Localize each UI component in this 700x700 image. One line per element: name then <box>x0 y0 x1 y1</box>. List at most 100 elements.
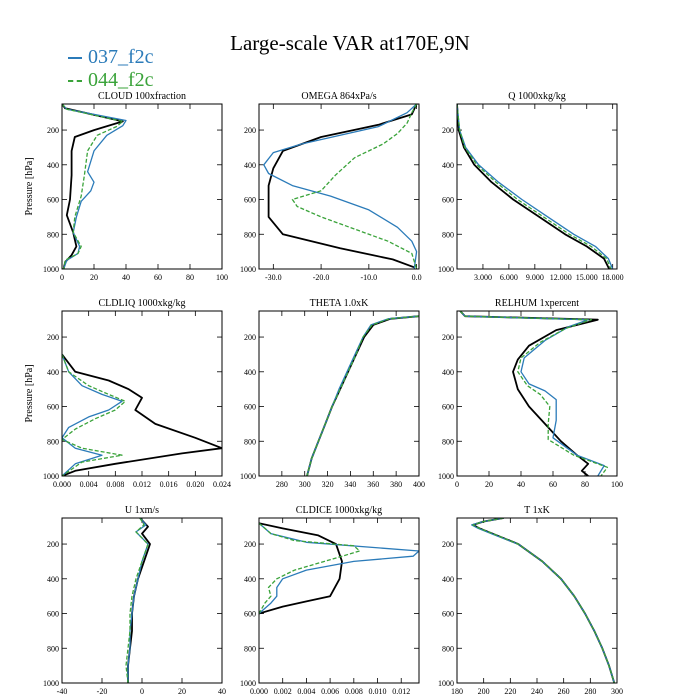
x-tick-label: 80 <box>581 480 589 489</box>
y-tick-label: 400 <box>47 575 59 584</box>
x-tick-label: 0.004 <box>297 687 315 696</box>
series-line-obs <box>267 104 418 269</box>
y-tick-label: 200 <box>47 126 59 135</box>
series-line-s1 <box>459 311 605 476</box>
y-tick-label: 400 <box>442 161 454 170</box>
y-tick-label: 600 <box>244 610 256 619</box>
x-tick-label: 0 <box>140 687 144 696</box>
plot-frame <box>61 310 223 477</box>
subplot-title: THETA 1.0xK <box>310 298 369 309</box>
subplot: U 1xm/s -40 -20 0 20 40 200 400 600 800 1000 <box>43 505 226 696</box>
y-tick-label: 400 <box>442 575 454 584</box>
y-tick-label: 600 <box>442 196 454 205</box>
y-tick-label: 200 <box>442 333 454 342</box>
y-tick-label: 800 <box>47 644 59 653</box>
y-axis-label: Pressure [hPa] <box>24 157 35 215</box>
x-tick-label: 0.024 <box>213 480 231 489</box>
x-tick-label: 0 <box>60 273 64 282</box>
x-tick-label: 0.020 <box>186 480 204 489</box>
x-tick-label: 360 <box>367 480 379 489</box>
y-tick-label: 800 <box>244 644 256 653</box>
y-tick-label: 600 <box>442 610 454 619</box>
y-tick-label: 1000 <box>43 472 59 481</box>
y-tick-label: 400 <box>442 368 454 377</box>
subplot-title: U 1xm/s <box>125 505 159 516</box>
subplot-title: Q 1000xkg/kg <box>508 91 566 102</box>
legend-item: 037_f2c <box>68 46 154 69</box>
x-tick-label: 0.0 <box>412 273 422 282</box>
y-tick-label: 200 <box>47 333 59 342</box>
y-tick-label: 200 <box>442 126 454 135</box>
subplot: CLDLIQ 1000xkg/kg Pressure [hPa] 0.000 0.00… <box>24 298 231 489</box>
series-line-s1 <box>127 518 149 683</box>
x-tick-label: 3.000 <box>474 273 492 282</box>
y-tick-label: 200 <box>442 540 454 549</box>
legend-label-037: 037_f2c <box>88 46 154 68</box>
subplot: THETA 1.0xK 280 300 320 340 360 380 400 200 400 60… <box>240 298 425 489</box>
y-tick-label: 800 <box>244 437 256 446</box>
x-tick-label: -30.0 <box>265 273 282 282</box>
y-tick-label: 800 <box>442 230 454 239</box>
series-line-obs <box>259 522 343 615</box>
series-line-obs <box>457 104 611 269</box>
x-tick-label: 80 <box>186 273 194 282</box>
y-tick-label: 400 <box>244 161 256 170</box>
subplot: RELHUM 1xpercent 0 20 40 60 80 100 200 400 600 800… <box>438 298 623 489</box>
x-tick-label: 60 <box>154 273 162 282</box>
x-tick-label: 280 <box>584 687 596 696</box>
series-line-obs <box>306 315 419 476</box>
plot-frame <box>61 517 223 684</box>
x-tick-label: 40 <box>122 273 130 282</box>
plot-frame <box>456 103 618 270</box>
y-tick-label: 400 <box>244 368 256 377</box>
y-tick-label: 1000 <box>240 265 256 274</box>
plot-frame <box>61 103 223 270</box>
plot-frame <box>456 310 618 477</box>
series-line-s2 <box>457 104 612 269</box>
subplot-title: T 1xK <box>524 505 550 516</box>
x-tick-label: 15.000 <box>576 273 598 282</box>
x-tick-label: 0.000 <box>250 687 268 696</box>
x-tick-label: 12.000 <box>550 273 572 282</box>
series-line-obs <box>472 518 616 683</box>
x-tick-label: 0.008 <box>106 480 124 489</box>
series-line-obs <box>62 353 222 476</box>
x-tick-label: 400 <box>413 480 425 489</box>
x-tick-label: 0.004 <box>80 480 98 489</box>
x-tick-label: 0.008 <box>345 687 363 696</box>
series-line-s2 <box>62 104 124 269</box>
y-tick-label: 1000 <box>438 265 454 274</box>
y-tick-label: 200 <box>244 540 256 549</box>
x-tick-label: 20 <box>485 480 493 489</box>
subplot-title: OMEGA 864xPa/s <box>301 91 376 102</box>
x-tick-label: 60 <box>549 480 557 489</box>
figure-title: Large-scale VAR at170E,9N <box>230 31 470 55</box>
x-tick-label: 20 <box>178 687 186 696</box>
x-tick-label: 0.012 <box>133 480 151 489</box>
x-tick-label: 100 <box>611 480 623 489</box>
y-tick-label: 1000 <box>240 472 256 481</box>
series-line-s1 <box>263 104 418 269</box>
subplot: OMEGA 864xPa/s -30.0 -20.0 -10.0 0.0 200 400 60… <box>240 91 422 282</box>
x-tick-label: 0 <box>455 480 459 489</box>
subplot-title: CLOUD 100xfraction <box>98 91 186 102</box>
x-tick-label: -20.0 <box>313 273 330 282</box>
y-tick-label: 800 <box>442 644 454 653</box>
y-tick-label: 1000 <box>438 679 454 688</box>
y-tick-label: 400 <box>47 161 59 170</box>
series-line-s2 <box>459 311 609 476</box>
subplot: CLDICE 1000xkg/kg 0.000 0.002 0.004 0.006 0.0… <box>240 505 420 696</box>
y-tick-label: 1000 <box>438 472 454 481</box>
series-line-s2 <box>291 104 418 269</box>
subplot-title: CLDICE 1000xkg/kg <box>296 505 382 516</box>
series-line-s1 <box>306 315 419 476</box>
plot-frame <box>258 103 420 270</box>
x-tick-label: -20 <box>97 687 108 696</box>
y-tick-label: 600 <box>47 610 59 619</box>
x-tick-label: 0.010 <box>369 687 387 696</box>
series-line-s1 <box>259 522 419 614</box>
legend-item: 044_f2c <box>68 69 154 92</box>
series-line-s1 <box>62 354 123 476</box>
